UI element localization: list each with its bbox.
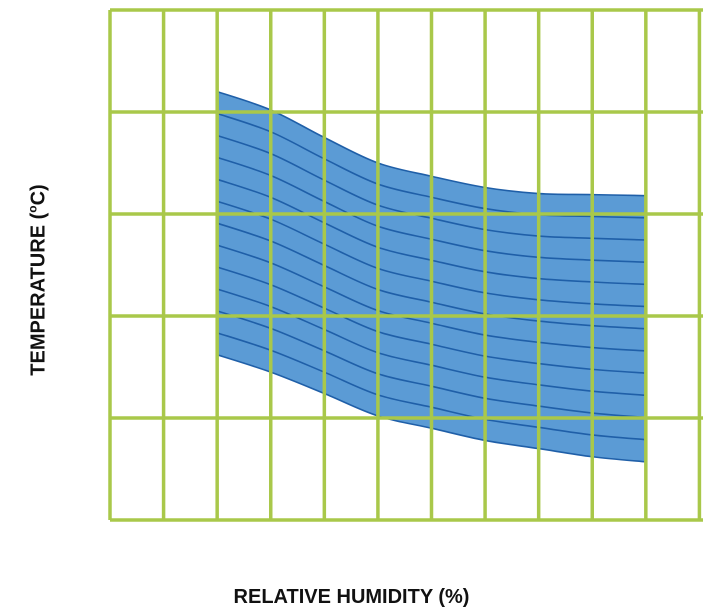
y-axis-label-degree: o: [25, 205, 40, 213]
x-axis-label: RELATIVE HUMIDITY (%): [233, 586, 470, 608]
grid: [108, 8, 703, 522]
y-axis-label-main: TEMPERATURE (: [27, 212, 50, 376]
y-axis-label-unit: C): [27, 184, 50, 206]
y-axis-label: TEMPERATURE (oC): [26, 184, 51, 375]
